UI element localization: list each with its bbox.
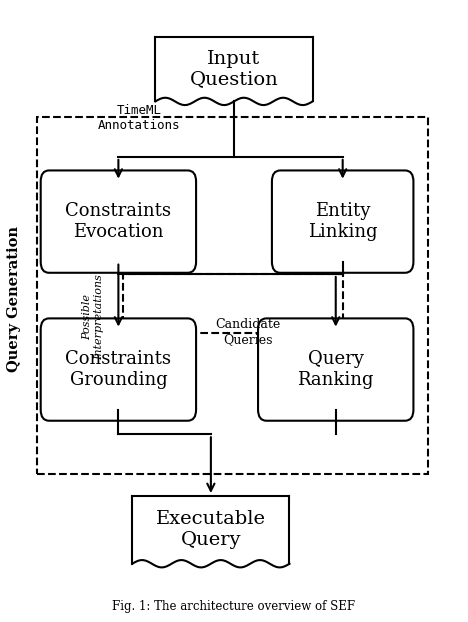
Text: Fig. 1: The architecture overview of SEF: Fig. 1: The architecture overview of SEF (112, 600, 356, 613)
Text: Query Generation: Query Generation (7, 226, 22, 372)
FancyBboxPatch shape (258, 318, 413, 420)
Text: Constraints
Evocation: Constraints Evocation (66, 202, 171, 241)
Text: Input
Question: Input Question (190, 50, 278, 88)
Text: Query
Ranking: Query Ranking (298, 350, 374, 389)
Text: Constraints
Grounding: Constraints Grounding (66, 350, 171, 389)
FancyBboxPatch shape (41, 170, 196, 273)
FancyBboxPatch shape (272, 170, 413, 273)
Text: Candidate
Queries: Candidate Queries (215, 318, 280, 346)
Text: Entity
Linking: Entity Linking (308, 202, 378, 241)
Text: Possible
Interpretations: Possible Interpretations (82, 274, 104, 360)
FancyBboxPatch shape (130, 493, 292, 567)
Text: TimeML
Annotations: TimeML Annotations (98, 104, 181, 132)
FancyBboxPatch shape (153, 34, 315, 104)
FancyBboxPatch shape (41, 318, 196, 420)
Text: Executable
Query: Executable Query (156, 511, 266, 549)
